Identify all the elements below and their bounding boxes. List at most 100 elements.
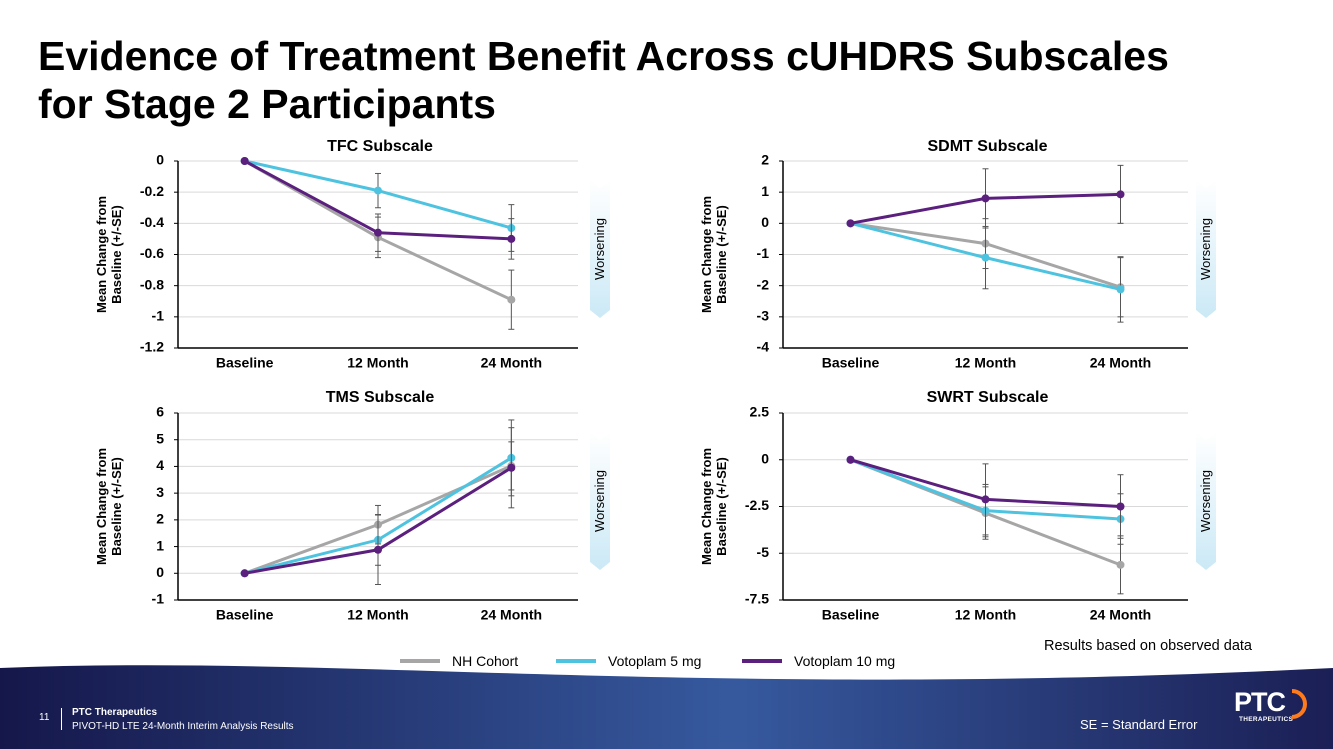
data-point [981, 253, 990, 262]
data-point [507, 295, 516, 304]
data-point [1116, 502, 1125, 511]
logo-text: PTC [1234, 687, 1286, 717]
data-point [374, 186, 382, 195]
y-tick-label: 4 [156, 457, 164, 473]
chart-tfc-subscale: TFC Subscale 0 -0.2 -0.4 -0.6 -0.8 -1 -1.2 Basel… [94, 138, 610, 371]
y-axis-label-line: Mean Change from [94, 196, 109, 313]
data-point [507, 463, 516, 472]
y-tick-label: 0 [156, 564, 164, 580]
y-tick-label: -5 [757, 544, 770, 560]
data-point [981, 194, 990, 203]
worsening-label: Worsening [592, 470, 607, 532]
worsening-label: Worsening [1198, 470, 1213, 532]
x-tick-label: 12 Month [955, 355, 1016, 371]
y-axis-label-line: Baseline (+/-SE) [714, 457, 729, 556]
series-votoplam-10-mg [846, 455, 1125, 539]
legend-swatch-nh-cohort [400, 659, 440, 663]
series-votoplam-10-mg [240, 157, 516, 260]
y-tick-label: -2.5 [745, 497, 769, 513]
x-tick-label: Baseline [216, 607, 274, 623]
data-point [507, 234, 516, 243]
y-tick-label: 1 [156, 537, 164, 553]
data-point [374, 228, 382, 237]
data-point [846, 455, 855, 464]
y-axis-label-line: Mean Change from [699, 196, 714, 313]
slide-title-line-1: Evidence of Treatment Benefit Across cUH… [38, 33, 1169, 79]
y-tick-label: -0.6 [140, 245, 164, 261]
slide-title-line-2: for Stage 2 Participants [38, 81, 496, 127]
legend-swatch-votoplam-5mg [556, 659, 596, 663]
chart-title: SWRT Subscale [927, 389, 1049, 406]
data-point [1116, 285, 1125, 294]
data-point [1116, 560, 1125, 569]
y-axis-label-line: Mean Change from [699, 448, 714, 565]
worsening-arrow [590, 180, 610, 318]
page-number: 11 [39, 712, 50, 723]
data-point [374, 545, 382, 554]
x-tick-label: 12 Month [347, 607, 408, 623]
y-tick-label: -2 [757, 276, 770, 292]
y-axis-label: Mean Change fromBaseline (+/-SE) [699, 196, 729, 313]
y-tick-label: -3 [757, 308, 770, 324]
worsening-label: Worsening [592, 218, 607, 280]
y-tick-label: -1 [757, 245, 770, 261]
footer-wave [0, 665, 1333, 749]
y-tick-label: -1 [152, 308, 165, 324]
observed-data-note: Results based on observed data [1044, 638, 1252, 654]
y-tick-label: 0 [761, 214, 769, 230]
y-axis-label: Mean Change fromBaseline (+/-SE) [94, 196, 124, 313]
y-tick-label: -4 [757, 339, 770, 355]
se-footnote: SE = Standard Error [1080, 717, 1198, 732]
y-axis-label-line: Baseline (+/-SE) [109, 457, 124, 556]
y-axis-label-line: Baseline (+/-SE) [714, 205, 729, 304]
legend-item-votoplam-5mg: Votoplam 5 mg [556, 652, 701, 670]
y-tick-label: -1 [152, 591, 165, 607]
y-axis-label-line: Mean Change from [94, 448, 109, 565]
y-tick-label: 3 [156, 484, 164, 500]
data-point [240, 157, 249, 165]
series-votoplam-10-mg [846, 164, 1125, 229]
footer-subtitle: PIVOT-HD LTE 24-Month Interim Analysis R… [72, 721, 294, 732]
x-tick-label: 12 Month [955, 607, 1016, 623]
y-tick-label: 1 [761, 183, 769, 199]
chart-sdmt-subscale: SDMT Subscale 2 1 0 -1 -2 -3 -4 Baseline 12 Month… [699, 138, 1216, 371]
logo-subtext: THERAPEUTICS [1239, 716, 1294, 723]
data-point [240, 569, 249, 578]
worsening-arrow [1196, 432, 1216, 570]
x-tick-label: 24 Month [1090, 607, 1151, 623]
chart-title: TMS Subscale [326, 389, 435, 406]
y-tick-label: -0.4 [140, 214, 164, 230]
y-tick-label: -1.2 [140, 339, 164, 355]
y-tick-label: -0.2 [140, 183, 164, 199]
y-tick-label: 0 [156, 152, 164, 168]
ptc-logo: PTC THERAPEUTICS [1234, 687, 1307, 728]
legend-label-nh-cohort: NH Cohort [452, 653, 519, 669]
legend: NH Cohort Votoplam 5 mg Votoplam 10 mg [400, 652, 940, 670]
charts-area: TFC Subscale 0 -0.2 -0.4 -0.6 -0.8 -1 -1.2 Basel… [94, 138, 1216, 623]
legend-swatch-votoplam-10mg [742, 659, 782, 663]
y-tick-label: 0 [761, 450, 769, 466]
slide-title: Evidence of Treatment Benefit Across cUH… [38, 32, 1318, 128]
x-tick-label: 24 Month [481, 607, 542, 623]
y-axis-label: Mean Change fromBaseline (+/-SE) [699, 448, 729, 565]
legend-item-nh-cohort: NH Cohort [400, 652, 518, 670]
x-tick-label: Baseline [822, 607, 880, 623]
worsening-label: Worsening [1198, 218, 1213, 280]
footer-company: PTC Therapeutics [72, 707, 158, 718]
y-tick-label: 2 [156, 511, 164, 527]
footer-divider [61, 708, 62, 730]
data-point [981, 495, 990, 504]
x-tick-label: 24 Month [1090, 355, 1151, 371]
series-votoplam-5-mg [846, 219, 1125, 323]
x-tick-label: 24 Month [481, 355, 542, 371]
logo-swoosh-icon [1291, 689, 1307, 719]
y-axis-label-line: Baseline (+/-SE) [109, 205, 124, 304]
chart-tms-subscale: TMS Subscale 6 5 4 3 2 1 0 -1 Baseline 12 Month 24 … [94, 389, 610, 623]
legend-label-votoplam-5mg: Votoplam 5 mg [608, 653, 702, 669]
footer-band [0, 660, 1333, 749]
y-tick-label: 2.5 [750, 404, 770, 420]
y-tick-label: 2 [761, 152, 769, 168]
y-tick-label: -7.5 [745, 591, 769, 607]
x-tick-label: 12 Month [347, 355, 408, 371]
legend-label-votoplam-10mg: Votoplam 10 mg [794, 653, 896, 669]
